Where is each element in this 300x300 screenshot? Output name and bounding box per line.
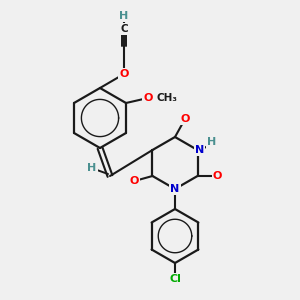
Text: O: O xyxy=(130,176,139,186)
Text: H: H xyxy=(207,137,216,147)
Text: O: O xyxy=(180,114,190,124)
Text: C: C xyxy=(120,24,128,34)
Text: H: H xyxy=(119,11,129,21)
Text: H: H xyxy=(87,163,97,173)
Text: N: N xyxy=(195,145,204,155)
Text: Cl: Cl xyxy=(169,274,181,284)
Text: O: O xyxy=(143,93,153,103)
Text: CH₃: CH₃ xyxy=(157,93,178,103)
Text: O: O xyxy=(213,171,222,181)
Text: O: O xyxy=(119,69,129,79)
Text: N: N xyxy=(170,184,180,194)
